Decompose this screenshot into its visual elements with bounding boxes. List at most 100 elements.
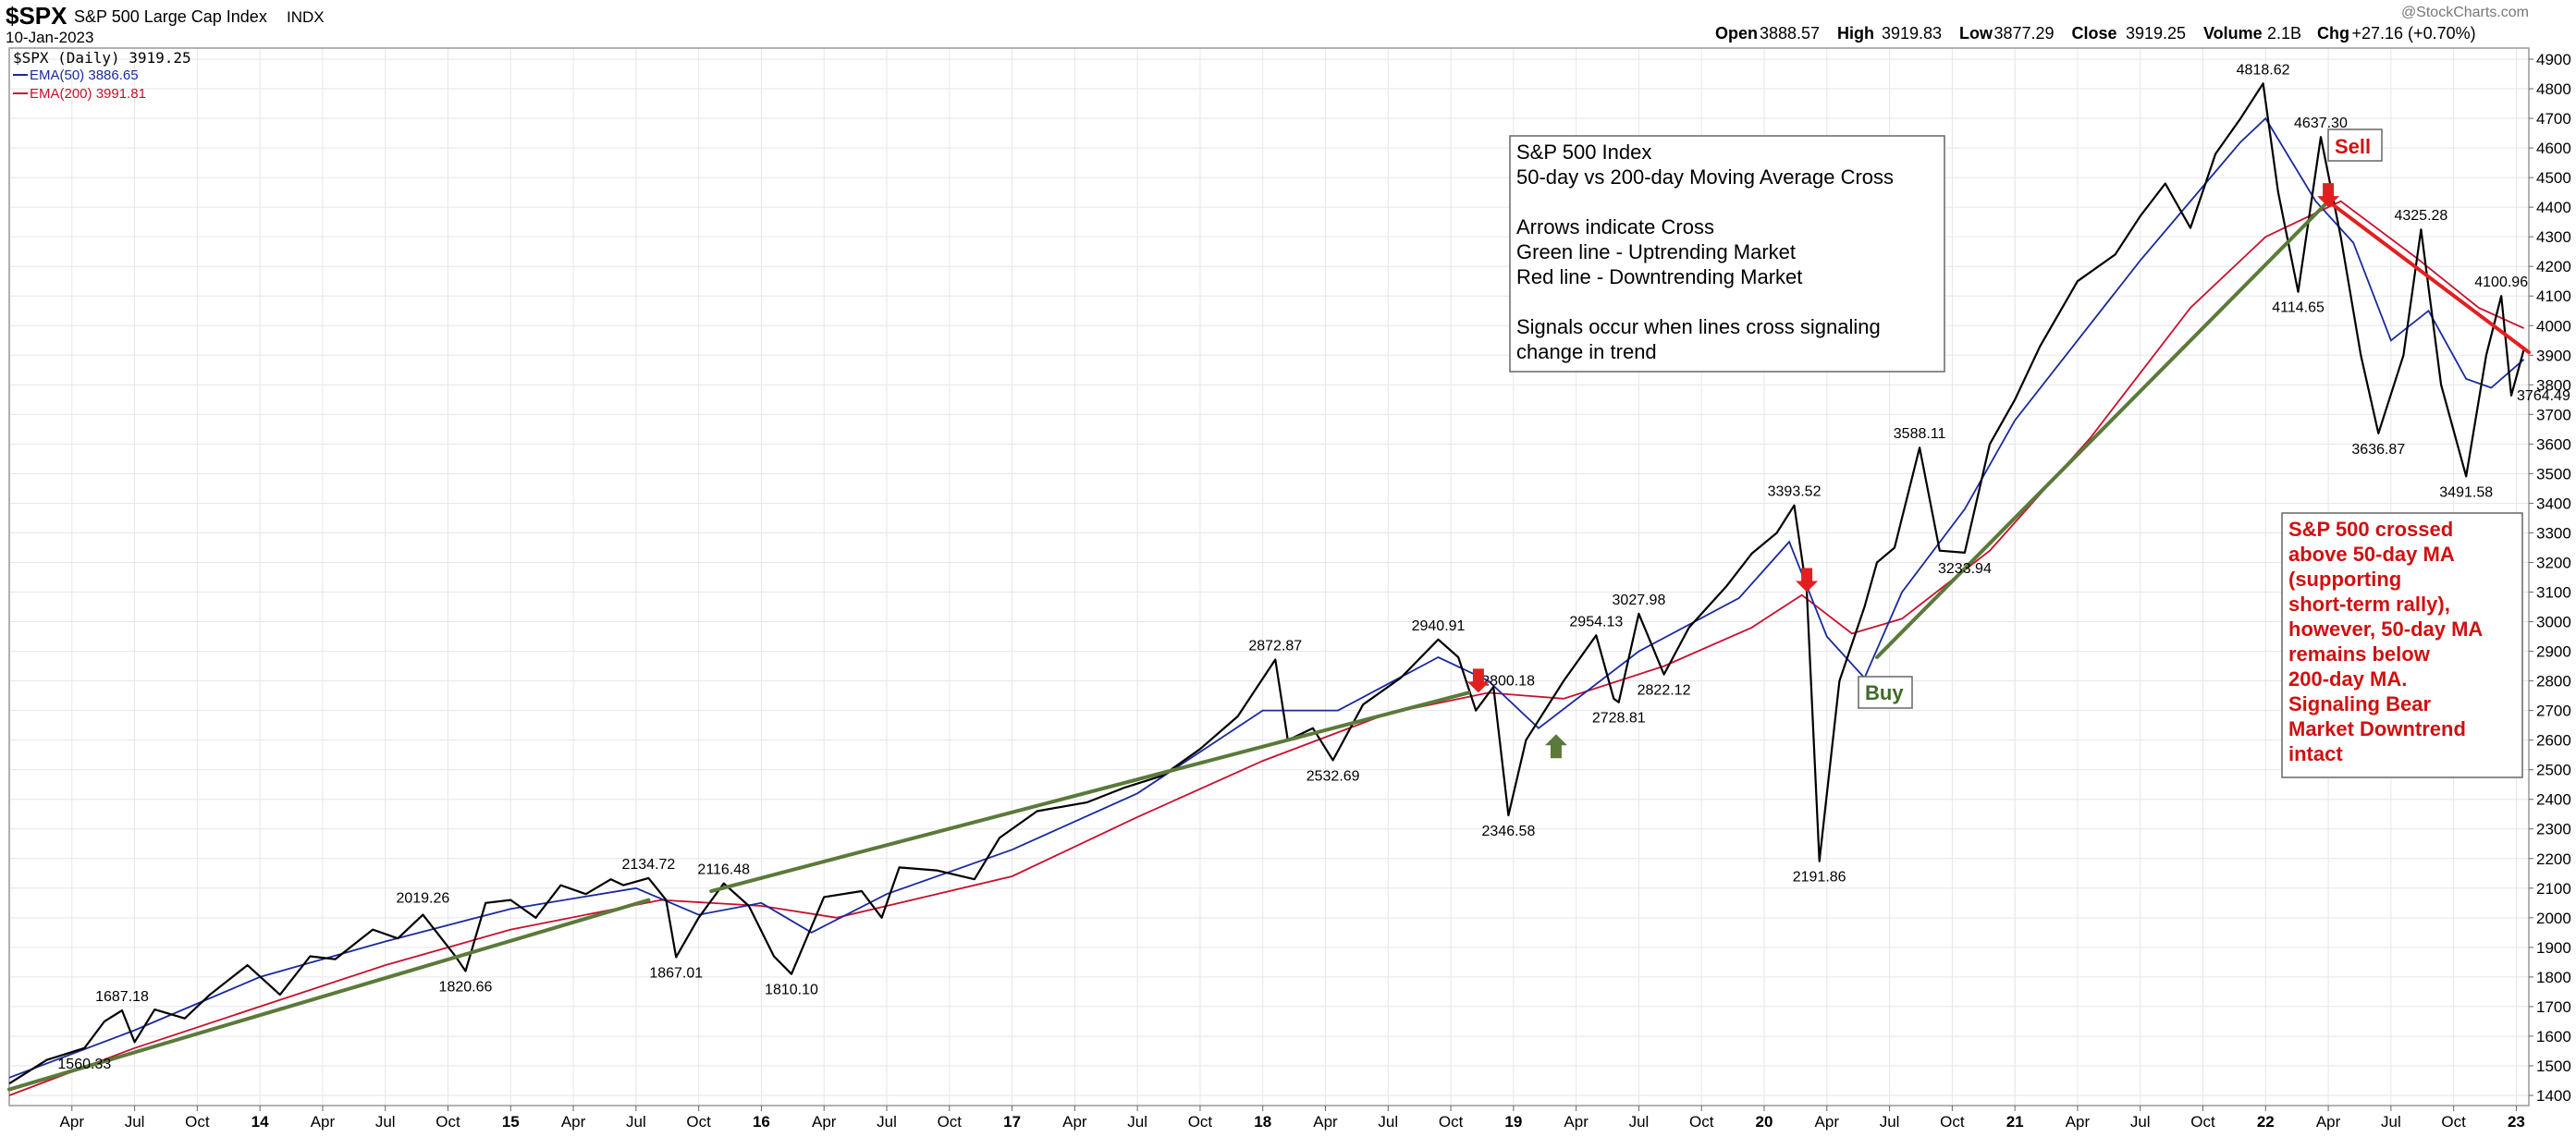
price-label: 1867.01	[649, 965, 703, 981]
info-line-1: S&P 500 Index	[1516, 141, 1651, 164]
sell-arrow-icon	[1466, 668, 1490, 693]
price-label: 2019.26	[396, 891, 449, 907]
info-line-9: change in trend	[1516, 340, 1657, 363]
note-line-2: above 50-day MA	[2288, 543, 2455, 566]
y-tick-label: 2800	[2536, 673, 2571, 691]
x-tick-label: Jul	[125, 1113, 145, 1131]
x-tick-label: Apr	[1062, 1113, 1087, 1131]
x-tick-label: Apr	[2066, 1113, 2091, 1131]
note-box-frame	[2281, 512, 2523, 778]
y-tick-label: 3600	[2536, 435, 2571, 453]
legend: $SPX (Daily) 3919.25 EMA(50) 3886.65 EMA…	[13, 49, 191, 102]
price-label: 2346.58	[1482, 824, 1536, 839]
x-tick-label: Oct	[938, 1113, 963, 1131]
note-line-4: short-term rally),	[2288, 593, 2450, 616]
info-line-4: Arrows indicate Cross	[1516, 215, 1714, 238]
x-tick-label: 21	[2006, 1113, 2024, 1131]
sell-label: Sell	[2335, 135, 2371, 158]
ohlc-summary: Open 3888.57 High 3919.83 Low 3877.29 Close 391…	[1715, 24, 2476, 43]
price-label: 2822.12	[1638, 683, 1691, 699]
y-tick-label: 3200	[2536, 554, 2571, 571]
x-tick-label: Oct	[435, 1113, 460, 1131]
x-tick-label: Apr	[812, 1113, 837, 1131]
note-line-5: however, 50-day MA	[2288, 617, 2483, 641]
watermark: @StockCharts.com	[2401, 5, 2529, 20]
y-tick-label: 3400	[2536, 495, 2571, 512]
sell-callout: Sell	[2327, 128, 2383, 162]
price-label: 3491.58	[2439, 484, 2493, 500]
exchange: INDX	[287, 8, 325, 26]
y-tick-label: 3900	[2536, 347, 2571, 364]
x-tick-label: Oct	[686, 1113, 711, 1131]
info-line-2: 50-day vs 200-day Moving Average Cross	[1516, 165, 1894, 189]
buy-callout: Buy	[1858, 676, 1913, 709]
x-tick-label: Jul	[1880, 1113, 1900, 1131]
y-tick-label: 3000	[2536, 614, 2571, 631]
y-tick-label: 2100	[2536, 880, 2571, 898]
ohlc-key: Low	[1959, 24, 1993, 43]
price-label: 1820.66	[439, 979, 493, 995]
price-label: 2872.87	[1248, 639, 1302, 654]
ema200-line	[8, 200, 2524, 1096]
x-tick-label: Apr	[1313, 1113, 1338, 1131]
legend-ema200: EMA(200) 3991.81	[30, 86, 146, 102]
price-label: 2800.18	[1481, 674, 1535, 690]
price-label: 3636.87	[2351, 442, 2405, 458]
x-tick-label: Oct	[1188, 1113, 1213, 1131]
y-tick-label: 3500	[2536, 465, 2571, 483]
x-tick-label: 23	[2508, 1113, 2525, 1131]
y-tick-label: 3300	[2536, 524, 2571, 542]
legend-ema50: EMA(50) 3886.65	[30, 67, 139, 83]
symbol-title: $SPX	[6, 2, 67, 30]
x-tick-label: Oct	[185, 1113, 210, 1131]
x-tick-label: Oct	[1940, 1113, 1965, 1131]
x-tick-label: 18	[1254, 1113, 1271, 1131]
price-label: 4818.62	[2237, 62, 2290, 78]
price-label: 2940.91	[1412, 618, 1466, 634]
ohlc-value: 3877.29	[1994, 24, 2055, 43]
info-box: S&P 500 Index 50-day vs 200-day Moving A…	[1509, 135, 1945, 373]
x-tick-label: Apr	[561, 1113, 586, 1131]
price-label: 2954.13	[1569, 614, 1623, 630]
note-line-9: Market Downtrend	[2288, 717, 2466, 740]
x-tick-label: Jul	[877, 1113, 897, 1131]
y-tick-label: 1400	[2536, 1087, 2571, 1105]
info-line-6: Red line - Downtrending Market	[1516, 265, 1802, 288]
ohlc-key: Open	[1715, 24, 1758, 43]
down-trendline	[2326, 199, 2531, 355]
grid	[9, 48, 2529, 1106]
ohlc-key: Chg	[2317, 24, 2349, 43]
x-tick-label: 15	[502, 1113, 520, 1131]
chart-date: 10-Jan-2023	[6, 29, 93, 46]
sell-arrow-icon	[2317, 183, 2340, 208]
price-label: 2532.69	[1306, 768, 1360, 784]
ohlc-key: Volume	[2203, 24, 2263, 43]
x-tick-label: 17	[1003, 1113, 1021, 1131]
x-tick-label: 16	[753, 1113, 770, 1131]
x-tick-label: Jul	[1378, 1113, 1398, 1131]
x-tick-label: Jul	[2381, 1113, 2401, 1131]
x-tick-label: Apr	[60, 1113, 85, 1131]
price-label: 1687.18	[95, 989, 149, 1005]
x-tick-label: Jul	[1629, 1113, 1650, 1131]
ohlc-value: 2.1B	[2267, 24, 2301, 43]
buy-arrow-icon	[1544, 734, 1567, 759]
x-tick-label: Oct	[2190, 1113, 2215, 1131]
price-label: 3588.11	[1894, 426, 1946, 442]
buy-callout-frame	[1858, 676, 1913, 709]
price-label: 3027.98	[1613, 593, 1666, 608]
sell-callout-frame	[2327, 128, 2383, 162]
ohlc-key: High	[1837, 24, 1874, 43]
price-label: 2116.48	[697, 862, 750, 878]
y-tick-label: 4200	[2536, 258, 2571, 275]
ohlc-key: Close	[2072, 24, 2117, 43]
y-tick-label: 2500	[2536, 762, 2571, 779]
y-tick-label: 1800	[2536, 969, 2571, 986]
price-label: 3764.49	[2517, 388, 2570, 404]
up-trendline	[1875, 199, 2331, 659]
price-label: 3233.94	[1938, 561, 1992, 577]
y-tick-label: 2400	[2536, 791, 2571, 809]
x-tick-label: Oct	[1689, 1113, 1714, 1131]
note-line-7: 200-day MA.	[2288, 667, 2407, 691]
